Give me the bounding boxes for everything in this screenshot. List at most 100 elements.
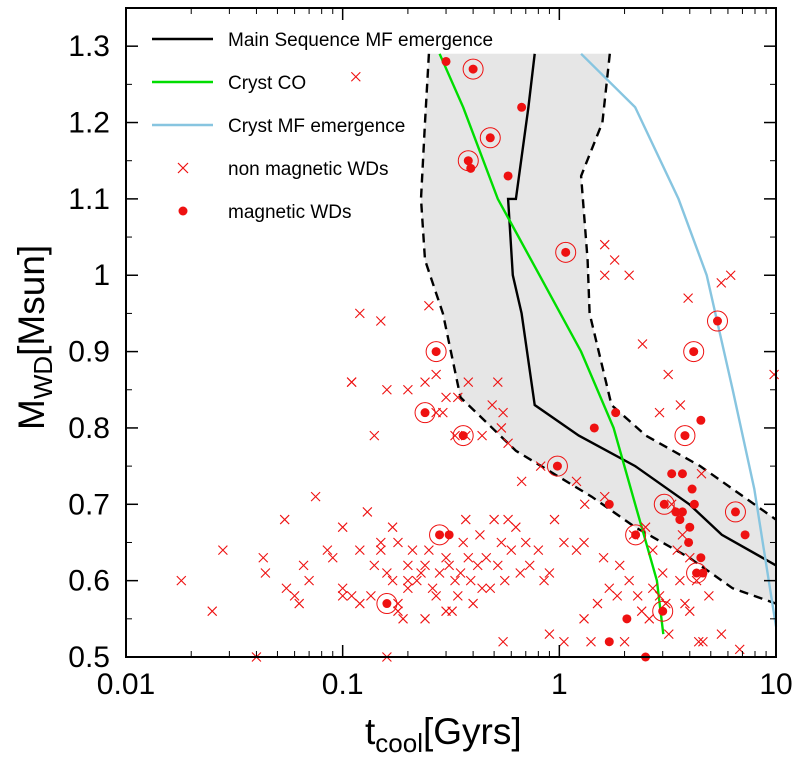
magnetic-point [604, 637, 614, 647]
non-magnetic-point [337, 522, 348, 533]
legend-swatch-non-magnetic [177, 162, 189, 174]
non-magnetic-point [503, 514, 513, 525]
non-magnetic-point [403, 575, 413, 586]
non-magnetic-point [592, 598, 603, 609]
non-magnetic-point [420, 377, 430, 388]
non-magnetic-point [654, 591, 665, 601]
magnetic-point [687, 484, 697, 494]
non-magnetic-point [369, 430, 380, 441]
magnetic-point-ring [414, 402, 436, 424]
magnetic-point [552, 461, 562, 471]
non-magnetic-point [644, 613, 655, 624]
magnetic-point [689, 347, 699, 357]
non-magnetic-point [485, 583, 496, 594]
non-magnetic-point [369, 560, 380, 571]
non-magnetic-point [660, 598, 671, 609]
non-magnetic-point [423, 545, 434, 555]
non-magnetic-point [498, 636, 508, 647]
non-magnetic-points [176, 71, 779, 662]
non-magnetic-point [647, 545, 658, 555]
shaded-band [421, 53, 776, 604]
non-magnetic-point [725, 270, 736, 281]
non-magnetic-point [637, 339, 648, 349]
magnetic-point [444, 530, 454, 540]
non-magnetic-point [366, 591, 376, 601]
legend: Main Sequence MF emergence Cryst CO Cryst … [152, 30, 493, 223]
non-magnetic-point [393, 598, 403, 609]
magnetic-point [675, 515, 685, 525]
non-magnetic-point [599, 239, 610, 250]
y-tick-label: 0.7 [68, 488, 110, 521]
non-magnetic-point [609, 255, 620, 265]
non-magnetic-point [455, 568, 466, 578]
non-magnetic-point [337, 591, 348, 601]
non-magnetic-point [579, 499, 590, 510]
non-magnetic-point [498, 407, 508, 418]
non-magnetic-point [354, 308, 365, 319]
y-tick-label: 0.8 [68, 412, 110, 445]
non-magnetic-point [420, 560, 430, 571]
non-magnetic-point [472, 560, 483, 571]
non-magnetic-point [327, 552, 338, 563]
x-tick-label: 0.1 [322, 668, 364, 701]
non-magnetic-point [496, 423, 507, 433]
legend-label: non magnetic WDs [228, 159, 389, 180]
non-magnetic-point [624, 270, 635, 281]
non-magnetic-point [431, 591, 442, 601]
magnetic-point [441, 56, 451, 66]
magnetic-point [468, 64, 478, 74]
non-magnetic-point [636, 606, 647, 617]
uncertainty-band [421, 53, 776, 604]
non-magnetic-point [489, 514, 499, 525]
magnetic-point [659, 499, 669, 509]
magnetic-point-ring [462, 58, 484, 80]
non-magnetic-point [769, 369, 779, 380]
non-magnetic-point [403, 560, 413, 571]
magnetic-point [622, 614, 632, 624]
non-magnetic-point [423, 300, 434, 311]
non-magnetic-point [258, 552, 269, 563]
non-magnetic-point [444, 560, 455, 571]
non-magnetic-point [463, 377, 474, 388]
non-magnetic-point [586, 636, 596, 647]
non-magnetic-point [510, 522, 521, 533]
magnetic-point [503, 171, 513, 181]
non-magnetic-point [477, 430, 487, 441]
magnetic-point [692, 568, 702, 578]
non-magnetic-point [614, 560, 625, 571]
magnetic-point-ring [425, 341, 447, 363]
magnetic-point-ring [674, 425, 696, 447]
magnetic-point [712, 316, 722, 326]
magnetic-point [463, 156, 473, 166]
non-magnetic-point [559, 537, 569, 548]
non-magnetic-point [407, 545, 418, 555]
non-magnetic-point [599, 270, 610, 281]
magnetic-point [604, 499, 614, 509]
magnetic-point-ring [652, 600, 674, 622]
magnetic-point [671, 507, 681, 517]
magnetic-point [677, 469, 687, 479]
non-magnetic-point [346, 591, 357, 601]
non-magnetic-point [441, 606, 451, 617]
non-magnetic-point [420, 613, 430, 624]
non-magnetic-point [675, 400, 686, 410]
y-tick-label: 1.1 [68, 183, 110, 216]
magnetic-point [685, 522, 695, 532]
non-magnetic-point [481, 552, 492, 563]
magnetic-point [677, 507, 687, 517]
non-magnetic-point [579, 537, 589, 548]
legend-label: magnetic WDs [228, 202, 352, 223]
non-magnetic-point [310, 491, 321, 502]
non-magnetic-point [544, 568, 555, 578]
non-magnetic-point [612, 591, 623, 601]
non-magnetic-point [571, 476, 582, 487]
legend-label: Cryst MF emergence [228, 116, 405, 137]
y-tick-label: 0.6 [68, 565, 110, 598]
y-tick-label: 1 [93, 259, 110, 292]
legend-label: Cryst CO [228, 73, 306, 94]
magnetic-point [420, 408, 430, 418]
non-magnetic-point [463, 552, 474, 563]
y-tick-label: 1.3 [68, 30, 110, 63]
non-magnetic-point [619, 636, 630, 647]
non-magnetic-point [487, 400, 498, 410]
